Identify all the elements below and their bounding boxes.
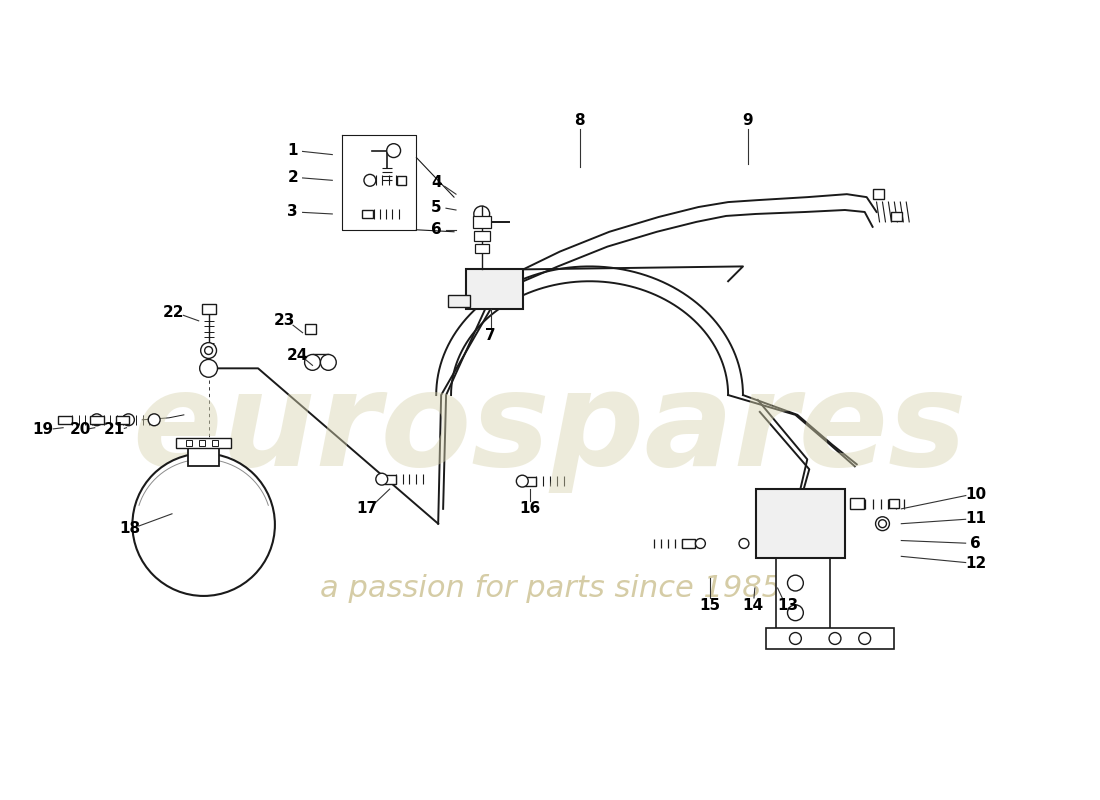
Text: eurospares: eurospares	[133, 366, 967, 493]
Text: 10: 10	[965, 486, 986, 502]
Circle shape	[376, 474, 387, 485]
Bar	[756, 489, 845, 558]
Circle shape	[876, 517, 890, 530]
Bar	[525, 477, 536, 486]
Circle shape	[516, 475, 528, 487]
Bar	[201, 304, 216, 314]
Circle shape	[200, 359, 218, 378]
Text: 20: 20	[69, 422, 90, 437]
Text: 16: 16	[519, 502, 541, 516]
Bar	[384, 474, 396, 484]
Text: 19: 19	[33, 422, 54, 437]
Circle shape	[772, 530, 790, 547]
Bar	[116, 416, 130, 424]
Text: 5: 5	[431, 199, 441, 214]
Text: 1: 1	[287, 143, 298, 158]
Text: 9: 9	[742, 114, 754, 129]
Bar	[474, 230, 490, 241]
Text: 4: 4	[431, 174, 441, 190]
Circle shape	[756, 538, 772, 554]
Bar	[682, 538, 695, 549]
Text: 6: 6	[970, 536, 981, 551]
Text: 6: 6	[431, 222, 441, 238]
Text: 11: 11	[965, 511, 986, 526]
Bar	[473, 216, 491, 228]
Bar	[58, 416, 72, 424]
Circle shape	[474, 206, 490, 222]
Bar	[186, 439, 191, 446]
Circle shape	[879, 520, 887, 528]
Text: 7: 7	[485, 328, 496, 343]
Text: a passion for parts since 1985: a passion for parts since 1985	[319, 574, 781, 602]
Circle shape	[811, 518, 821, 529]
Bar	[176, 438, 231, 447]
Bar	[466, 270, 524, 309]
Bar	[872, 190, 884, 199]
Bar	[475, 244, 488, 253]
Text: 22: 22	[163, 306, 185, 321]
Circle shape	[205, 346, 212, 354]
Text: 14: 14	[742, 598, 763, 614]
Circle shape	[305, 354, 320, 370]
Bar	[890, 499, 900, 508]
Bar	[305, 324, 317, 334]
Bar	[776, 558, 830, 647]
Bar	[850, 498, 864, 510]
Text: 15: 15	[700, 598, 720, 614]
Circle shape	[122, 414, 134, 426]
Bar	[397, 176, 406, 185]
Circle shape	[695, 538, 705, 549]
Text: 2: 2	[287, 170, 298, 185]
Bar	[211, 439, 218, 446]
Text: 24: 24	[287, 348, 308, 363]
Circle shape	[148, 414, 161, 426]
Text: 12: 12	[965, 556, 986, 570]
Circle shape	[132, 454, 275, 596]
Circle shape	[387, 144, 400, 158]
Circle shape	[364, 174, 376, 186]
Circle shape	[859, 633, 870, 645]
Bar	[363, 210, 373, 218]
Bar	[90, 416, 103, 424]
Circle shape	[771, 504, 791, 524]
Bar	[766, 628, 894, 650]
Text: 13: 13	[777, 598, 799, 614]
Text: 21: 21	[104, 422, 125, 437]
Circle shape	[829, 633, 840, 645]
Circle shape	[739, 538, 749, 549]
Text: 3: 3	[287, 205, 298, 219]
Circle shape	[788, 605, 803, 621]
Bar	[891, 213, 902, 222]
Bar	[199, 439, 205, 446]
Text: 23: 23	[274, 314, 296, 328]
Circle shape	[790, 633, 802, 645]
Circle shape	[320, 354, 337, 370]
Text: 17: 17	[356, 502, 377, 516]
Text: 8: 8	[574, 114, 585, 129]
Text: 18: 18	[119, 521, 140, 536]
Bar	[448, 295, 470, 307]
Circle shape	[200, 342, 217, 358]
Bar	[188, 442, 220, 466]
Circle shape	[91, 414, 102, 426]
Circle shape	[788, 575, 803, 591]
